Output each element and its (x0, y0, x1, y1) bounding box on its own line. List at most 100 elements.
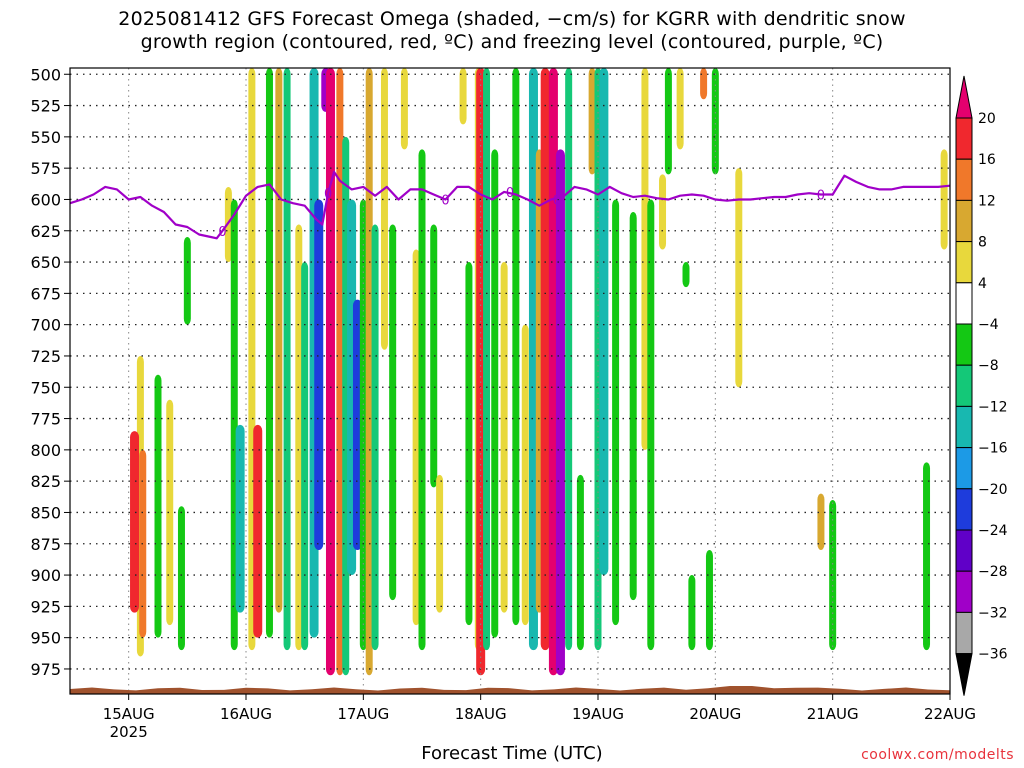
y-tick-label: 800 (30, 441, 61, 460)
omega-band (483, 68, 491, 651)
colorbar-label: 8 (978, 235, 987, 251)
x-tick-label: 15AUG (103, 705, 155, 723)
omega-band (235, 424, 245, 613)
title-line-1: 2025081412 GFS Forecast Omega (shaded, −… (118, 8, 906, 30)
credit-link[interactable]: coolwx.com/modelts (861, 747, 1014, 763)
freezing-level-label: 0 (441, 193, 449, 208)
title-line-2: growth region (contoured, red, ºC) and f… (140, 31, 884, 53)
y-tick-label: 925 (30, 597, 61, 616)
y-tick-label: 525 (30, 97, 61, 116)
colorbar-label: 4 (978, 276, 987, 292)
x-tick-label: 21AUG (807, 705, 859, 723)
colorbar-label: −32 (978, 605, 1008, 621)
colorbar-label: −36 (978, 647, 1008, 663)
omega-band (940, 149, 948, 250)
x-tick-label: 22AUG (924, 705, 976, 723)
omega-band (301, 262, 309, 651)
omega-band (629, 211, 637, 601)
colorbar-label: −28 (978, 564, 1008, 580)
colorbar-segment (955, 117, 973, 160)
omega-shading (130, 68, 948, 676)
colorbar-segment (955, 158, 973, 201)
omega-band (352, 299, 362, 551)
colorbar-segment (955, 529, 973, 572)
colorbar-segment (955, 364, 973, 407)
omega-band (688, 575, 696, 651)
omega-band (371, 224, 379, 651)
omega-band (380, 68, 388, 350)
colorbar-label: −16 (978, 441, 1008, 457)
colorbar: 20 16 12 8 4 −4 −8 −12 −16 −20 −24 −28 −32 −36 (955, 75, 1008, 696)
omega-band (336, 68, 344, 676)
x-tick-label: 16AUG (220, 705, 272, 723)
colorbar-segment (955, 282, 973, 325)
colorbar-label: −12 (978, 399, 1008, 415)
colorbar-label: −20 (978, 482, 1008, 498)
omega-band (923, 462, 931, 651)
omega-band (659, 174, 667, 250)
freezing-level-line (69, 170, 951, 240)
omega-band (682, 262, 690, 288)
omega-band (359, 199, 367, 651)
freezing-level-label: 0 (218, 225, 226, 240)
x-tick-label: 20AUG (689, 705, 741, 723)
omega-band (275, 68, 283, 613)
colorbar-top-arrow (955, 75, 973, 119)
colorbar-segment (955, 611, 973, 655)
y-tick-label: 575 (30, 159, 61, 178)
chart-title: 2025081412 GFS Forecast Omega (shaded, −… (0, 8, 1024, 54)
colorbar-label: 12 (978, 193, 996, 209)
colorbar-segment (955, 488, 973, 531)
x-year-label: 2025 (110, 723, 148, 741)
y-tick-label: 625 (30, 222, 61, 241)
omega-band (548, 68, 558, 676)
omega-band (325, 68, 335, 676)
y-tick-label: 775 (30, 410, 61, 429)
omega-band (647, 199, 655, 651)
omega-band (705, 550, 713, 651)
x-axis: 15AUG 16AUG 17AUG 18AUG 19AUG 20AUG 21AUG 22AUG… (103, 694, 976, 741)
omega-band (528, 68, 538, 651)
omega-band (265, 68, 273, 638)
x-tick-label: 17AUG (337, 705, 389, 723)
omega-band (521, 324, 529, 626)
y-tick-label: 750 (30, 378, 61, 397)
omega-band (588, 68, 596, 175)
omega-band (400, 68, 408, 150)
colorbar-label: 20 (978, 111, 996, 127)
colorbar-bottom-arrow (955, 653, 973, 696)
omega-band (295, 224, 303, 651)
y-tick-label: 850 (30, 503, 61, 522)
colorbar-segment (955, 199, 973, 243)
omega-band (735, 168, 743, 388)
omega-band (555, 149, 565, 676)
omega-band (500, 262, 508, 613)
colorbar-segment (955, 405, 973, 449)
y-tick-label: 550 (30, 128, 61, 147)
colorbar-segment (955, 447, 973, 490)
plot-background (70, 68, 950, 694)
colorbar-label: −4 (978, 317, 999, 333)
omega-band (612, 199, 620, 626)
omega-band (491, 149, 499, 638)
omega-band (700, 68, 708, 100)
terrain-surface (70, 686, 950, 694)
y-tick-label: 500 (30, 65, 61, 84)
omega-band (183, 237, 191, 325)
colorbar-segment (955, 241, 973, 284)
omega-band (430, 224, 438, 488)
omega-band (711, 68, 719, 175)
freezing-level-label: 0 (553, 193, 561, 208)
x-axis-label: Forecast Time (UTC) (421, 743, 603, 764)
freezing-level-label: 0 (506, 186, 514, 201)
y-tick-label: 600 (30, 190, 61, 209)
colorbar-label: 16 (978, 152, 996, 168)
x-tick-label: 19AUG (572, 705, 624, 723)
omega-band (459, 68, 467, 125)
omega-band (641, 68, 649, 450)
y-tick-label: 725 (30, 347, 61, 366)
y-tick-label: 700 (30, 316, 61, 335)
omega-band (817, 493, 825, 551)
omega-band (177, 506, 185, 651)
